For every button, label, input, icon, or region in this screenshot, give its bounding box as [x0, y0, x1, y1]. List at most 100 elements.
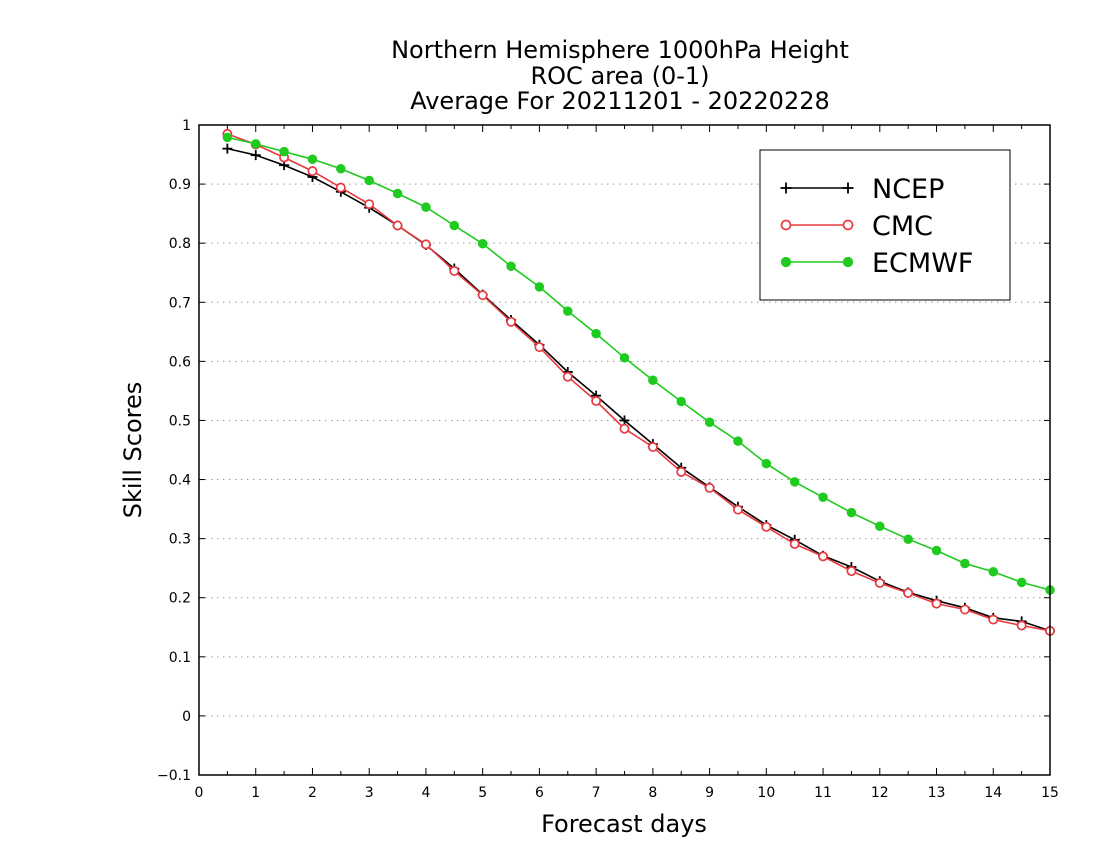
data-point — [477, 239, 488, 249]
data-point — [1016, 620, 1027, 631]
x-tick-label: 6 — [535, 785, 544, 801]
data-point — [619, 423, 630, 434]
x-tick-label: 2 — [308, 785, 317, 801]
data-point — [506, 316, 516, 327]
y-tick-label: 0.9 — [169, 177, 191, 193]
data-point — [704, 482, 715, 493]
y-tick-label: 0.2 — [169, 591, 191, 607]
x-tick-label: 13 — [928, 785, 946, 801]
x-tick-label: 9 — [705, 785, 714, 801]
data-point — [704, 417, 715, 427]
data-point — [336, 163, 346, 174]
data-point — [449, 220, 460, 231]
y-tick-label: 0 — [182, 709, 191, 725]
data-point — [591, 328, 601, 339]
data-point — [903, 534, 913, 544]
data-point — [534, 342, 545, 353]
data-point — [842, 182, 854, 194]
plot-frame — [198, 124, 1051, 776]
data-point — [250, 150, 261, 161]
chart-title: Northern Hemisphere 1000hPa Height ROC a… — [391, 36, 849, 115]
legend-entries: NCEP CMC ECMWF — [780, 174, 973, 279]
y-axis: −0.1 0 0.1 0.2 0.3 0.4 0.5 0.6 0.7 0.8 0.9 1 — [157, 118, 1050, 784]
x-tick-label: 0 — [195, 785, 204, 801]
data-point — [733, 436, 743, 446]
data-point — [761, 458, 772, 469]
data-point — [1016, 577, 1027, 588]
y-tick-label: 1 — [182, 118, 191, 134]
x-tick-label: 8 — [648, 785, 657, 801]
x-tick-label: 3 — [365, 785, 374, 801]
series-line — [227, 136, 1051, 591]
data-point — [279, 146, 289, 157]
data-point — [250, 139, 261, 149]
x-tick-label: 11 — [814, 785, 832, 801]
data-point — [676, 396, 686, 407]
legend-item-ecmwf: ECMWF — [780, 248, 973, 279]
legend-label: ECMWF — [872, 248, 973, 279]
data-point — [959, 604, 970, 615]
data-point — [789, 477, 800, 487]
data-point — [648, 375, 658, 386]
y-tick-label: 0.7 — [169, 295, 191, 311]
data-point — [733, 504, 743, 515]
y-tick-label: 0.4 — [169, 473, 191, 489]
y-tick-label: −0.1 — [157, 768, 191, 784]
data-point — [506, 261, 516, 271]
data-point — [562, 371, 573, 382]
y-tick-label: 0.1 — [169, 650, 191, 666]
title-line-1: Northern Hemisphere 1000hPa Height — [391, 36, 849, 64]
data-point — [988, 566, 999, 577]
data-point — [307, 154, 318, 165]
x-tick-label: 12 — [871, 785, 889, 801]
data-point — [780, 256, 792, 268]
data-point — [392, 220, 403, 231]
data-point — [903, 588, 914, 598]
data-point — [477, 290, 488, 301]
legend-label: CMC — [872, 211, 933, 242]
legend-label: NCEP — [872, 174, 944, 205]
data-point — [780, 182, 792, 194]
series-line — [227, 133, 1051, 632]
data-point — [335, 182, 346, 193]
x-tick-label: 1 — [251, 785, 260, 801]
data-point — [307, 166, 318, 177]
data-point — [364, 175, 374, 186]
data-point — [392, 188, 403, 199]
legend-item-cmc: CMC — [780, 211, 933, 242]
x-axis-title: Forecast days — [541, 810, 707, 838]
data-point — [563, 306, 573, 316]
data-point — [364, 199, 375, 210]
data-point — [960, 558, 970, 569]
data-point — [818, 492, 828, 503]
data-point — [421, 202, 431, 212]
data-point — [534, 282, 545, 292]
data-point — [842, 219, 854, 231]
data-point — [449, 266, 460, 276]
data-point — [988, 614, 999, 625]
data-point — [874, 578, 885, 588]
y-axis-title: Skill Scores — [119, 382, 147, 519]
x-tick-label: 7 — [592, 785, 601, 801]
data-point — [846, 566, 857, 577]
data-point — [591, 396, 602, 406]
data-point — [875, 521, 885, 531]
x-tick-label: 4 — [421, 785, 430, 801]
data-point — [222, 132, 233, 143]
data-point — [647, 442, 658, 452]
y-tick-label: 0.3 — [169, 532, 191, 548]
data-point — [676, 466, 687, 477]
series-cmc — [222, 128, 1055, 636]
data-point — [420, 239, 431, 250]
title-line-2: ROC area (0-1) — [530, 62, 709, 90]
x-tick-label: 14 — [984, 785, 1002, 801]
series-ecmwf — [222, 132, 1055, 595]
y-tick-label: 0.6 — [169, 354, 191, 370]
x-tick-label: 5 — [478, 785, 487, 801]
data-point — [619, 353, 630, 363]
data-point — [761, 521, 772, 532]
data-point — [818, 551, 829, 562]
x-tick-label: 15 — [1041, 785, 1059, 801]
x-tick-label: 10 — [757, 785, 775, 801]
